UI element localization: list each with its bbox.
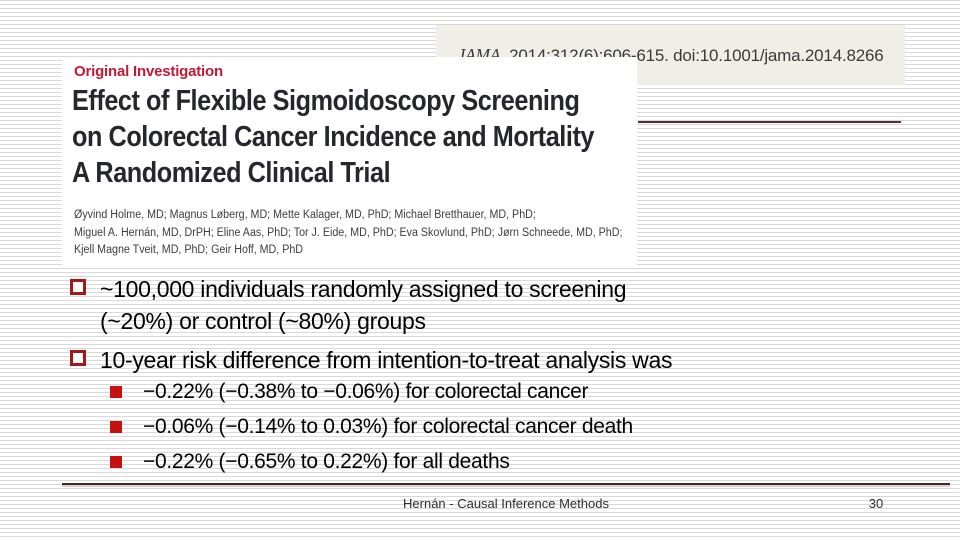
filled-square-bullet-icon xyxy=(110,386,122,398)
paper-title-line-3: A Randomized Clinical Trial xyxy=(72,157,391,189)
paper-authors-line-3: Kjell Magne Tveit, MD, PhD; Geir Hoff, M… xyxy=(74,244,304,256)
footer-text: Hernán - Causal Inference Methods xyxy=(403,496,609,511)
paper-title: Effect of Flexible Sigmoidoscopy Screeni… xyxy=(72,83,629,191)
subbullet-all-deaths: −0.22% (−0.65% to 0.22%) for all deaths xyxy=(110,449,510,475)
subbullet-cancer-death-text: −0.06% (−0.14% to 0.03%) for colorectal … xyxy=(143,415,633,438)
subbullet-colorectal-cancer: −0.22% (−0.38% to −0.06%) for colorectal… xyxy=(110,379,589,405)
page-number: 30 xyxy=(868,496,884,511)
hollow-square-bullet-icon xyxy=(70,350,86,366)
bullet-risk-difference-line-1: 10-year risk difference from intention-t… xyxy=(100,347,673,373)
filled-square-bullet-icon xyxy=(110,421,122,433)
paper-header-image: Original Investigation Effect of Flexibl… xyxy=(62,57,637,268)
bullet-risk-difference-text: 10-year risk difference from intention-t… xyxy=(100,344,672,376)
paper-title-line-2: on Colorectal Cancer Incidence and Morta… xyxy=(72,121,595,153)
paper-kicker: Original Investigation xyxy=(74,63,223,80)
bullet-individuals-line-2: (~20%) or control (~80%) groups xyxy=(100,308,426,334)
bullet-individuals-text: ~100,000 individuals randomly assigned t… xyxy=(100,273,627,337)
paper-title-line-1: Effect of Flexible Sigmoidoscopy Screeni… xyxy=(72,85,580,117)
bullet-risk-difference: 10-year risk difference from intention-t… xyxy=(70,344,672,376)
subbullet-all-deaths-text: −0.22% (−0.65% to 0.22%) for all deaths xyxy=(143,450,510,473)
paper-authors: Øyvind Holme, MD; Magnus Løberg, MD; Met… xyxy=(74,207,669,260)
paper-authors-line-1: Øyvind Holme, MD; Magnus Løberg, MD; Met… xyxy=(74,209,536,221)
filled-square-bullet-icon xyxy=(110,456,122,468)
title-underline-rule xyxy=(638,121,901,123)
subbullet-cancer-death: −0.06% (−0.14% to 0.03%) for colorectal … xyxy=(110,414,633,440)
bullet-individuals-line-1: ~100,000 individuals randomly assigned t… xyxy=(100,276,627,302)
hollow-square-bullet-icon xyxy=(70,279,86,295)
bullet-individuals: ~100,000 individuals randomly assigned t… xyxy=(70,273,627,337)
subbullet-colorectal-cancer-text: −0.22% (−0.38% to −0.06%) for colorectal… xyxy=(143,380,589,403)
footer-divider-rule xyxy=(62,483,950,487)
paper-authors-line-2: Miguel A. Hernán, MD, DrPH; Eline Aas, P… xyxy=(74,226,623,239)
